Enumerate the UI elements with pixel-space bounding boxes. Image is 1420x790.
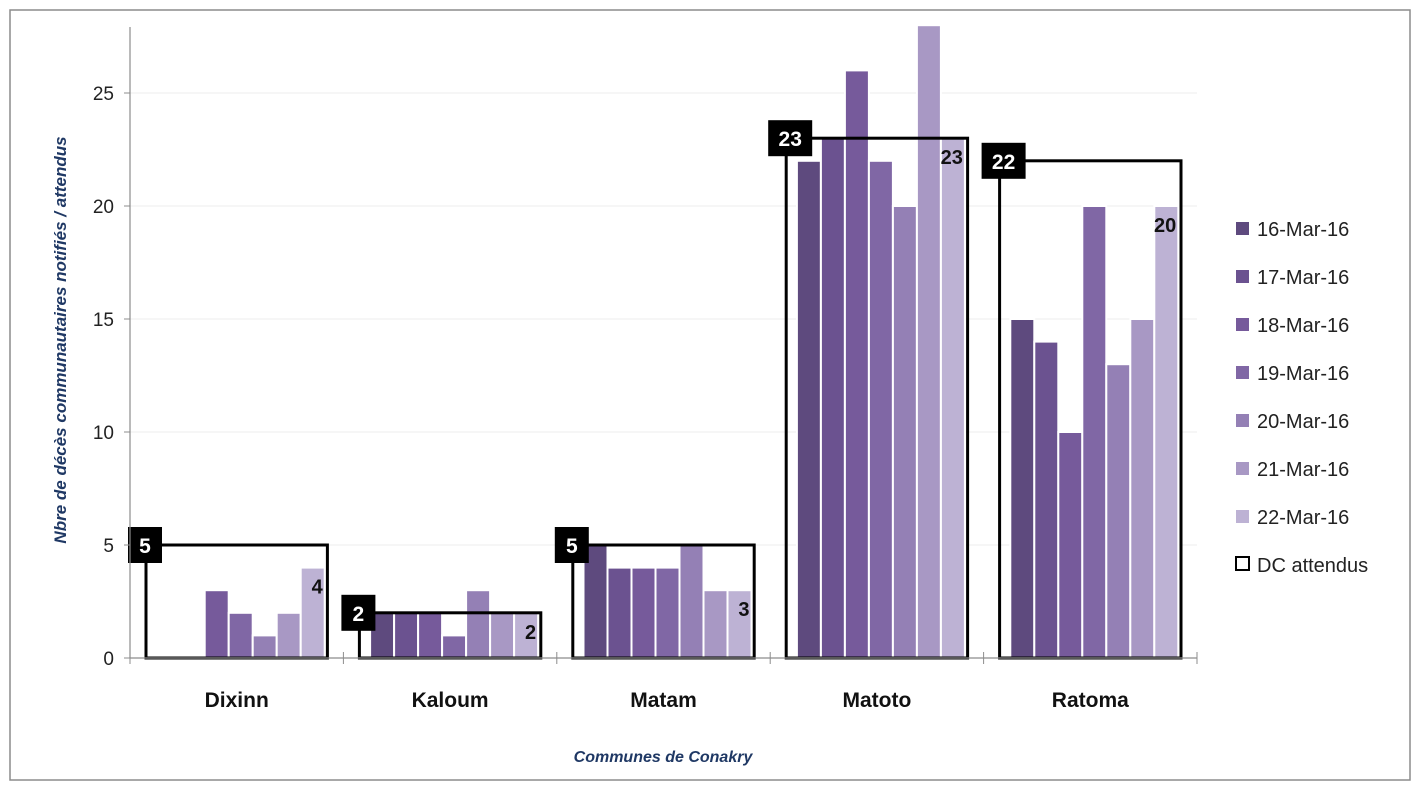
bar	[702, 589, 729, 660]
legend-swatch	[1236, 462, 1249, 475]
x-tick-label: Matoto	[842, 689, 911, 712]
y-tick-label: 5	[103, 536, 114, 557]
expected-badge	[981, 142, 1026, 179]
bar	[654, 566, 681, 659]
data-label: 23	[941, 147, 963, 169]
bar	[417, 611, 444, 659]
x-tick-label: Dixinn	[205, 689, 269, 712]
legend-label: DC attendus	[1257, 555, 1368, 577]
bar	[1057, 431, 1084, 659]
bar	[915, 24, 942, 659]
bar	[227, 611, 254, 659]
legend-swatch	[1236, 318, 1249, 331]
legend-label: 17-Mar-16	[1257, 267, 1349, 289]
legend-label: 21-Mar-16	[1257, 459, 1349, 481]
legend-label: 16-Mar-16	[1257, 219, 1349, 241]
bar	[441, 634, 468, 660]
legend: 16-Mar-16 17-Mar-16 18-Mar-16 19-Mar-16 20-M…	[1235, 219, 1368, 577]
bar	[393, 611, 420, 659]
x-tick-label: Kaloum	[412, 689, 489, 712]
bar	[678, 544, 705, 659]
bar	[1153, 205, 1180, 659]
legend-swatch	[1236, 270, 1249, 283]
bar	[867, 159, 894, 660]
bar	[203, 589, 230, 660]
legend-swatch	[1236, 366, 1249, 379]
expected-badge	[341, 594, 376, 631]
bar	[489, 611, 516, 659]
x-tick-label: Ratoma	[1052, 689, 1129, 712]
bar	[795, 159, 822, 660]
bar	[299, 566, 326, 659]
legend-swatch	[1236, 414, 1249, 427]
legend-label: 19-Mar-16	[1257, 363, 1349, 385]
legend-label: 18-Mar-16	[1257, 315, 1349, 337]
legend-swatch	[1236, 510, 1249, 523]
bar	[1129, 318, 1156, 659]
y-tick-label: 15	[93, 310, 114, 331]
chart-border	[9, 9, 1411, 781]
expected-badge	[128, 527, 162, 563]
data-label: 4	[312, 577, 324, 599]
legend-swatch	[1236, 222, 1249, 235]
bar	[275, 611, 302, 659]
bar	[819, 137, 846, 659]
data-label: 2	[525, 622, 536, 644]
x-axis-title: Communes de Conakry	[574, 749, 754, 766]
expected-label: 5	[566, 535, 578, 558]
expected-badge	[554, 527, 589, 563]
expected-label: 23	[779, 128, 802, 151]
y-tick-label: 10	[93, 423, 114, 444]
bar	[251, 634, 278, 660]
bar	[1105, 363, 1132, 659]
legend-label: 22-Mar-16	[1257, 507, 1349, 529]
y-axis-title: Nbre de décès communautaires notifiés / …	[51, 136, 70, 543]
expected-label: 5	[139, 535, 151, 558]
bar	[843, 69, 870, 659]
expected-label: 2	[353, 603, 365, 626]
bar	[1009, 318, 1036, 659]
bar	[465, 589, 492, 660]
bar	[1033, 340, 1060, 659]
data-label: 3	[738, 599, 749, 621]
expected-badge	[768, 120, 813, 157]
bar	[939, 137, 966, 659]
data-label: 20	[1154, 215, 1176, 237]
bar	[1081, 205, 1108, 659]
legend-swatch	[1235, 556, 1250, 571]
y-tick-label: 20	[93, 197, 114, 218]
y-tick-label: 0	[103, 649, 114, 670]
bar	[630, 566, 657, 659]
bar	[726, 589, 753, 660]
y-tick-label: 25	[93, 84, 114, 105]
bar	[891, 205, 918, 659]
x-tick-label: Matam	[630, 689, 697, 712]
bar	[606, 566, 633, 659]
expected-label: 22	[992, 151, 1015, 174]
legend-label: 20-Mar-16	[1257, 411, 1349, 433]
